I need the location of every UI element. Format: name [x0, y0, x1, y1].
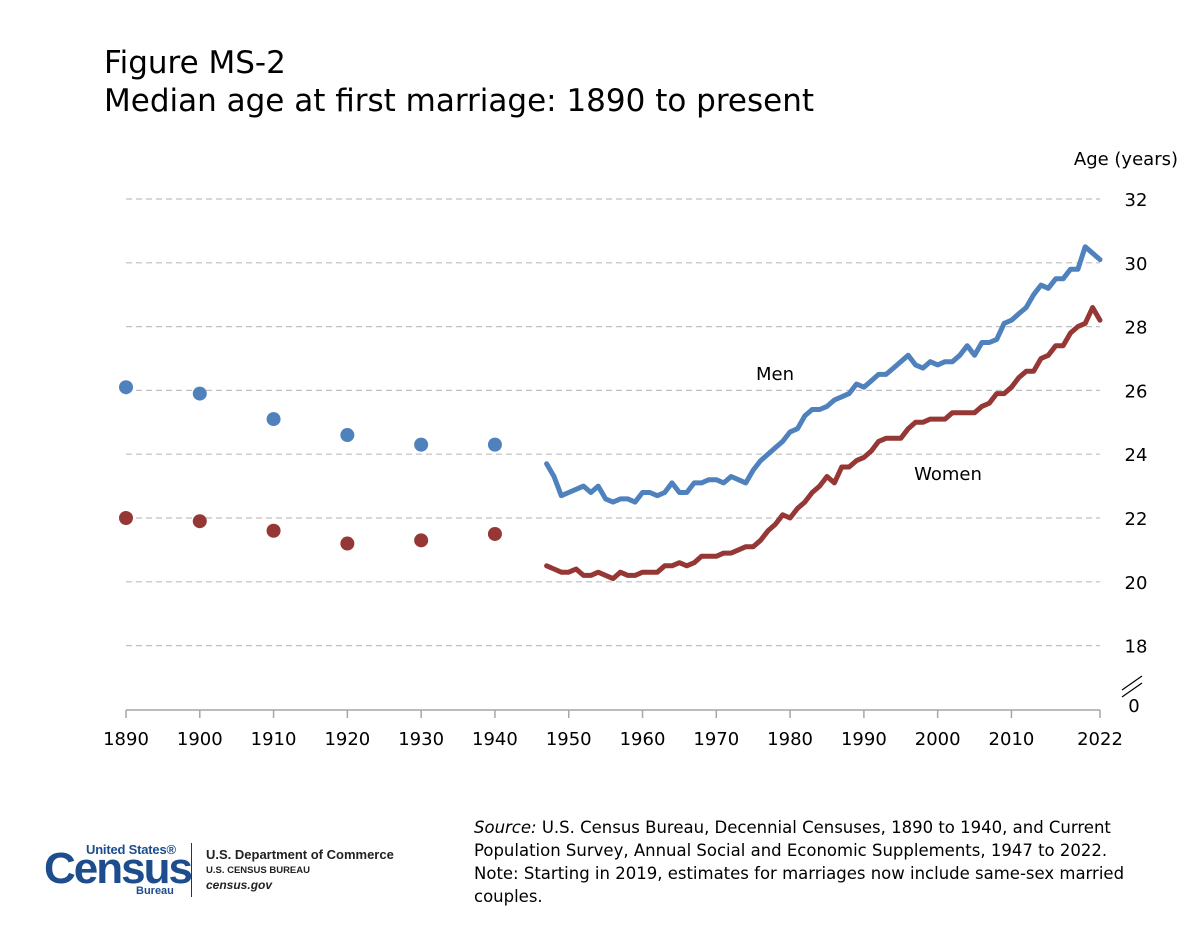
- logo-bureau: Bureau: [136, 885, 174, 897]
- chart-title: Figure MS-2 Median age at first marriage…: [104, 44, 814, 120]
- x-tick-label: 1900: [177, 729, 223, 750]
- axis-break-mark: [1121, 675, 1143, 691]
- women-census-point: [266, 523, 281, 538]
- women-census-point: [487, 526, 502, 541]
- x-tick-label: 1980: [767, 729, 813, 750]
- website-link: census.gov: [206, 878, 273, 892]
- x-tick-label: 1970: [693, 729, 739, 750]
- dept-name: U.S. Department of Commerce: [206, 847, 394, 862]
- women-series-label: Women: [914, 464, 982, 485]
- x-tick-label: 1930: [398, 729, 444, 750]
- x-tick-label: 1920: [324, 729, 370, 750]
- y-tick-label: 20: [1125, 573, 1148, 594]
- x-tick-label: 2022: [1077, 729, 1123, 750]
- women-census-point: [414, 533, 429, 548]
- men-census-point: [192, 386, 207, 401]
- y-tick-label-zero: 0: [1128, 696, 1139, 717]
- men-series-label: Men: [756, 364, 794, 385]
- y-axis-label: Age (years): [1074, 149, 1178, 170]
- x-tick-label: 2000: [915, 729, 961, 750]
- x-tick-label: 1990: [841, 729, 887, 750]
- axis-break-mark: [1121, 682, 1143, 698]
- x-tick-label: 1950: [546, 729, 592, 750]
- x-tick-label: 1910: [251, 729, 297, 750]
- x-tick-label: 1960: [620, 729, 666, 750]
- y-tick-label: 32: [1125, 190, 1148, 211]
- x-tick-label: 1940: [472, 729, 518, 750]
- logo-divider: [191, 843, 192, 897]
- y-tick-label: 26: [1125, 381, 1148, 402]
- y-tick-label: 22: [1125, 509, 1148, 530]
- line-chart: 32 30 28 26 24 22 20 18 0 Age (years) 1890 1900 1910…: [103, 149, 1178, 750]
- y-tick-label: 30: [1125, 254, 1148, 275]
- department-info: U.S. Department of Commerce U.S. CENSUS …: [206, 847, 394, 892]
- y-tick-label: 24: [1125, 445, 1148, 466]
- bureau-name: U.S. CENSUS BUREAU: [206, 865, 310, 876]
- men-census-point: [487, 437, 502, 452]
- source-note: Source: U.S. Census Bureau, Decennial Ce…: [474, 816, 1174, 908]
- women-census-point: [119, 511, 133, 525]
- women-series-line: [544, 305, 1103, 582]
- figure-number: Figure MS-2: [104, 45, 286, 81]
- men-census-point: [119, 380, 133, 395]
- logo-united-states: United States®: [86, 842, 176, 857]
- men-census-point: [266, 412, 281, 427]
- women-census-point: [192, 514, 207, 529]
- source-text: U.S. Census Bureau, Decennial Censuses, …: [474, 818, 1111, 860]
- logo-census: Census: [44, 844, 193, 893]
- source-label: Source:: [474, 818, 537, 837]
- men-census-point: [414, 437, 429, 452]
- x-tick-label: 2010: [989, 729, 1035, 750]
- men-series-line: [544, 244, 1103, 505]
- men-census-point: [340, 428, 355, 443]
- x-tick-label: 1890: [103, 729, 149, 750]
- note-text: Note: Starting in 2019, estimates for ma…: [474, 864, 1125, 906]
- y-tick-label: 18: [1125, 637, 1148, 658]
- y-tick-label: 28: [1125, 318, 1148, 339]
- women-census-point: [340, 536, 355, 551]
- figure-title: Median age at first marriage: 1890 to pr…: [104, 83, 815, 119]
